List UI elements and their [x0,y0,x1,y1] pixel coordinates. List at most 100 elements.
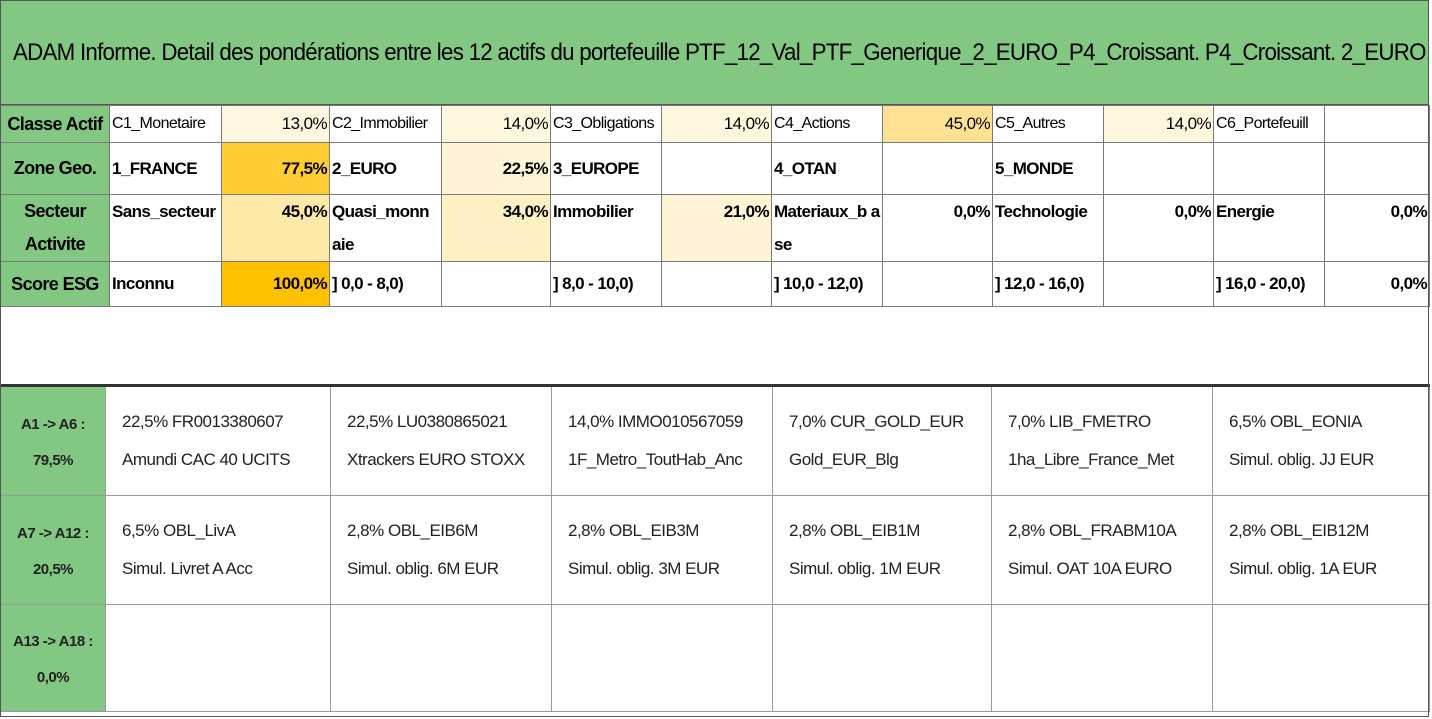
category-label: 2_EURO [329,142,442,195]
asset-cell [551,604,773,712]
allocation-row-header: Zone Geo. [0,142,110,195]
asset-name: Simul. oblig. 3M EUR [568,559,720,578]
asset-range-total: 0,0% [36,669,70,686]
asset-cell [105,604,331,712]
asset-range-label: A13 -> A18 : [13,633,93,650]
asset-name: Simul. OAT 10A EURO [1008,559,1172,578]
asset-cell: 7,0% LIB_FMETRO 1ha_Libre_France_Met [991,385,1213,496]
asset-name: Amundi CAC 40 UCITS [122,450,291,469]
category-weight [1324,105,1430,143]
asset-name: Simul. oblig. 1M EUR [789,559,941,578]
category-weight: 0,0% [1324,194,1430,262]
category-weight [882,261,993,307]
allocation-row: Zone Geo. 1_FRANCE 77,5% 2_EURO 22,5% 3_EUROP… [0,142,1430,195]
category-label: ] 0,0 - 8,0) [329,261,442,307]
category-weight [441,261,551,307]
category-weight: 13,0% [221,105,330,143]
category-label: C1_Monetaire [109,105,222,143]
asset-name: Xtrackers EURO STOXX [347,450,525,469]
asset-name: Gold_EUR_Blg [789,450,899,469]
category-weight: 14,0% [1103,105,1214,143]
asset-cell: 6,5% OBL_EONIA Simul. oblig. JJ EUR [1212,385,1430,496]
asset-weight-code: 2,8% OBL_EIB6M [347,521,478,540]
report-title-text: ADAM Informe. Detail des pondérations en… [13,38,1429,66]
asset-cell: 2,8% OBL_EIB1M Simul. oblig. 1M EUR [772,495,992,605]
asset-cell: 7,0% CUR_GOLD_EUR Gold_EUR_Blg [772,385,992,496]
asset-name: Simul. Livret A Acc [122,559,253,578]
category-label: ] 12,0 - 16,0) [992,261,1104,307]
category-label: Materiaux_b ase [771,194,883,262]
asset-row-header: A13 -> A18 : 0,0% [0,604,106,712]
allocation-table: Classe Actif C1_Monetaire 13,0% C2_Immobili… [0,105,1430,307]
category-weight [1103,261,1214,307]
asset-row: A1 -> A6 : 79,5% 22,5% FR0013380607 Amundi … [0,385,1430,496]
category-label: ] 10,0 - 12,0) [771,261,883,307]
category-weight: 14,0% [441,105,551,143]
asset-cell: 6,5% OBL_LivA Simul. Livret A Acc [105,495,331,605]
asset-range-total: 20,5% [32,561,74,578]
asset-weight-code: 14,0% IMMO010567059 [568,412,743,431]
category-weight: 0,0% [882,194,993,262]
category-weight: 21,0% [661,194,772,262]
category-label: C4_Actions [771,105,883,143]
asset-cell: 2,8% OBL_EIB3M Simul. oblig. 3M EUR [551,495,773,605]
category-label: Inconnu [109,261,222,307]
category-label: Immobilier [550,194,662,262]
category-weight: 22,5% [441,142,551,195]
category-label: 5_MONDE [992,142,1104,195]
asset-name: Simul. oblig. JJ EUR [1229,450,1374,469]
asset-cell [1212,604,1430,712]
category-weight: 0,0% [1324,261,1430,307]
asset-weight-code: 22,5% FR0013380607 [122,412,284,431]
category-label: Energie [1213,194,1325,262]
allocation-row: Classe Actif C1_Monetaire 13,0% C2_Immobili… [0,105,1430,143]
category-label: 4_OTAN [771,142,883,195]
asset-weight-code: 6,5% OBL_EONIA [1229,412,1362,431]
asset-cell [330,604,552,712]
asset-name: 1ha_Libre_France_Met [1008,450,1174,469]
category-label: Quasi_monn aie [329,194,442,262]
category-label: 3_EUROPE [550,142,662,195]
asset-row: A13 -> A18 : 0,0% [0,604,1430,712]
category-label: C3_Obligations [550,105,662,143]
asset-row: A7 -> A12 : 20,5% 6,5% OBL_LivA Simul. Livr… [0,495,1430,605]
asset-weight-code: 2,8% OBL_EIB12M [1229,521,1369,540]
asset-cell: 14,0% IMMO010567059 1F_Metro_ToutHab_Anc [551,385,773,496]
asset-cell [772,604,992,712]
category-label: C2_Immobilier [329,105,442,143]
category-label [1213,142,1325,195]
asset-range-label: A1 -> A6 : [20,416,86,433]
category-weight: 45,0% [221,194,330,262]
asset-row-header: A7 -> A12 : 20,5% [0,495,106,605]
asset-name: Simul. oblig. 6M EUR [347,559,499,578]
asset-name: Simul. oblig. 1A EUR [1229,559,1377,578]
category-weight [1103,142,1214,195]
category-weight: 100,0% [221,261,330,307]
asset-range-total: 79,5% [32,452,74,469]
category-weight [882,142,993,195]
category-weight [661,261,772,307]
category-label: Technologie [992,194,1104,262]
category-label: ] 16,0 - 20,0) [1213,261,1325,307]
asset-cell: 2,8% OBL_EIB6M Simul. oblig. 6M EUR [330,495,552,605]
allocation-row: Secteur Activite Sans_secteur 45,0% Quasi_m… [0,194,1430,262]
asset-weight-code: 7,0% CUR_GOLD_EUR [789,412,964,431]
asset-weight-code: 2,8% OBL_EIB1M [789,521,920,540]
asset-cell: 2,8% OBL_FRABM10A Simul. OAT 10A EURO [991,495,1213,605]
asset-weight-code: 22,5% LU0380865021 [347,412,508,431]
category-label: C6_Portefeuill [1213,105,1325,143]
category-weight: 34,0% [441,194,551,262]
category-weight: 14,0% [661,105,772,143]
asset-cell: 22,5% FR0013380607 Amundi CAC 40 UCITS [105,385,331,496]
allocation-row: Score ESG Inconnu 100,0%] 0,0 - 8,0) ] 8,0 … [0,261,1430,307]
asset-cell: 2,8% OBL_EIB12M Simul. oblig. 1A EUR [1212,495,1430,605]
asset-weight-code: 7,0% LIB_FMETRO [1008,412,1151,431]
asset-name: 1F_Metro_ToutHab_Anc [568,450,743,469]
category-label: ] 8,0 - 10,0) [550,261,662,307]
allocation-row-header: Secteur Activite [0,194,110,262]
category-label: 1_FRANCE [109,142,222,195]
allocation-row-header: Score ESG [0,261,110,307]
category-label: C5_Autres [992,105,1104,143]
asset-weight-code: 6,5% OBL_LivA [122,521,236,540]
